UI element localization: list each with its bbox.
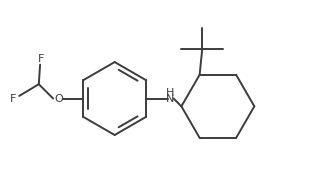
Text: N: N [165,94,174,104]
Text: F: F [38,54,44,64]
Text: F: F [9,94,16,103]
Text: O: O [54,94,63,103]
Text: H: H [165,88,174,98]
